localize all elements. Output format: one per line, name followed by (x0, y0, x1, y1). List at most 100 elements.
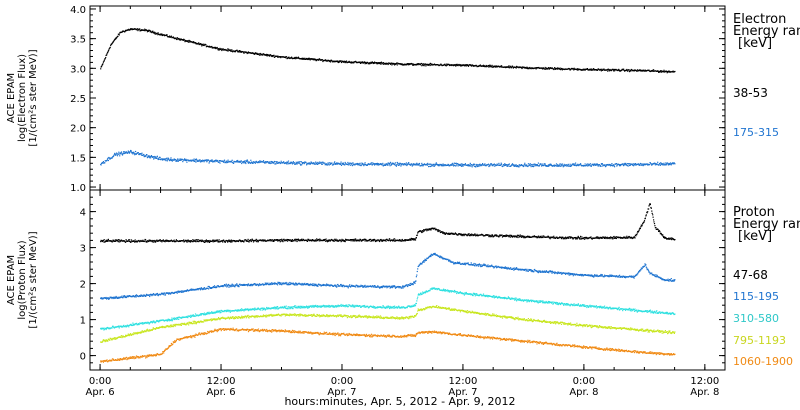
electron-data-point (256, 52, 258, 54)
proton-data-point (189, 241, 191, 243)
proton-data-point (638, 229, 640, 231)
electron-data-point (483, 164, 485, 166)
electron-data-point (321, 59, 324, 61)
proton-data-point (409, 239, 411, 241)
electron-data-point (223, 159, 226, 161)
electron-data-point (639, 164, 641, 166)
proton-data-point (241, 284, 243, 286)
electron-data-point (669, 71, 671, 73)
electron-data-point (296, 162, 299, 164)
electron-data-point (619, 164, 621, 166)
electron-series-175-315 (100, 149, 676, 168)
proton-data-point (398, 287, 400, 289)
proton-data-point (422, 231, 424, 233)
proton-data-point (654, 225, 656, 227)
electron-data-point (457, 165, 459, 167)
electron-data-point (426, 163, 428, 165)
proton-data-point (226, 284, 228, 286)
electron-data-point (416, 162, 418, 164)
electron-data-point (360, 165, 362, 167)
proton-data-point (597, 237, 599, 239)
proton-data-point (433, 253, 435, 255)
proton-data-point (582, 238, 584, 240)
electron-data-point (502, 165, 504, 167)
electron-data-point (160, 33, 162, 35)
electron-data-point (151, 156, 153, 158)
proton-data-point (293, 240, 295, 242)
proton-data-point (324, 239, 326, 241)
proton-data-point (118, 296, 120, 298)
electron-data-point (565, 164, 567, 167)
electron-data-point (116, 153, 118, 155)
electron-data-point (526, 67, 528, 69)
proton-data-point (192, 239, 194, 241)
proton-data-point (533, 235, 535, 237)
electron-data-point (260, 54, 262, 56)
electron-data-point (226, 162, 228, 164)
electron-data-point (496, 66, 498, 68)
proton-data-point (599, 236, 602, 238)
proton-data-point (209, 287, 211, 289)
electron-data-point (629, 70, 631, 72)
proton-data-point (328, 285, 330, 287)
electron-data-point (268, 55, 270, 57)
proton-data-point (647, 211, 649, 213)
proton-data-point (413, 239, 415, 241)
proton-data-point (358, 240, 360, 242)
electron-data-point (554, 67, 556, 70)
proton-data-point (664, 237, 666, 239)
electron-data-point (188, 41, 190, 43)
electron-data-point (347, 164, 349, 166)
electron-data-point (158, 158, 160, 160)
proton-data-point (318, 240, 320, 242)
proton-data-point (241, 240, 243, 242)
proton-data-point (652, 216, 654, 218)
proton-data-point (611, 238, 613, 240)
electron-data-point (217, 48, 219, 50)
proton-data-point (580, 235, 582, 237)
proton-data-point (343, 284, 345, 287)
proton-data-point (394, 285, 396, 287)
proton-data-point (136, 241, 138, 243)
electron-data-point (441, 163, 443, 166)
proton-data-point (207, 287, 209, 289)
electron-data-point (116, 155, 119, 157)
electron-data-point (247, 162, 250, 164)
proton-data-point (326, 284, 329, 286)
proton-data-point (672, 238, 674, 240)
electron-data-point (122, 153, 124, 155)
electron-data-point (379, 62, 381, 65)
electron-data-point (632, 163, 634, 165)
electron-data-point (100, 164, 102, 166)
electron-data-point (370, 62, 372, 64)
proton-data-point (202, 289, 204, 291)
proton-data-point (425, 228, 427, 230)
electron-data-point (189, 40, 191, 42)
electron-data-point (106, 159, 108, 161)
electron-data-point (447, 164, 449, 166)
electron-data-point (184, 39, 186, 41)
proton-data-point (197, 240, 199, 242)
proton-data-point (297, 238, 299, 240)
electron-data-point (471, 166, 473, 168)
electron-data-point (136, 28, 138, 30)
electron-data-point (479, 64, 481, 66)
electron-data-point (338, 61, 340, 63)
proton-data-point (255, 240, 257, 242)
proton-data-point (417, 232, 419, 234)
electron-data-point (326, 164, 329, 166)
electron-data-point (414, 163, 416, 165)
proton-data-point (148, 294, 150, 296)
electron-data-point (556, 165, 558, 167)
electron-data-point (644, 69, 646, 71)
electron-data-point (627, 165, 629, 167)
electron-data-point (119, 32, 121, 34)
electron-data-point (267, 54, 269, 56)
electron-data-point (460, 163, 462, 165)
electron-data-point (340, 161, 342, 163)
electron-data-point (339, 162, 341, 164)
electron-data-point (523, 164, 525, 166)
electron-data-point (463, 65, 465, 67)
electron-data-point (460, 65, 462, 67)
electron-data-point (327, 162, 329, 164)
